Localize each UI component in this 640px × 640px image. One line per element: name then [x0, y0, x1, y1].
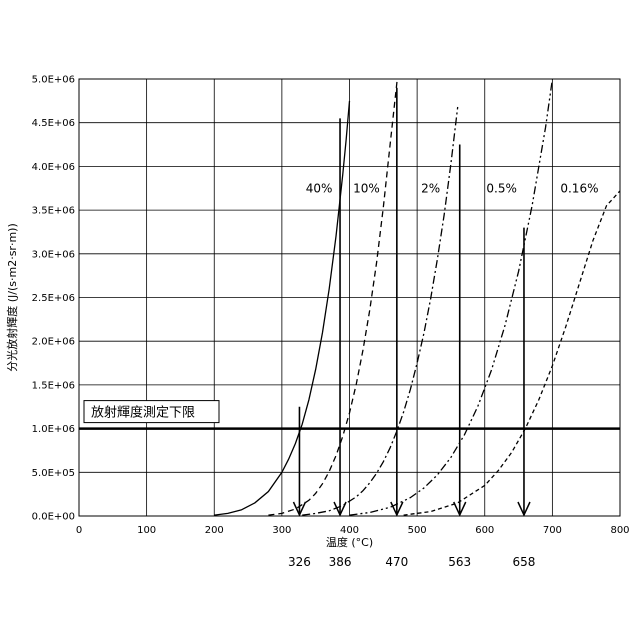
- y-tick-label: 2.5E+06: [32, 293, 75, 304]
- marker-label: 658: [513, 555, 536, 569]
- series-label: 10%: [353, 182, 380, 196]
- series-line: [268, 18, 403, 515]
- marker-label: 326: [288, 555, 311, 569]
- grid: [79, 79, 620, 516]
- x-tick-label: 800: [610, 525, 629, 536]
- x-tick-label: 0: [76, 525, 82, 536]
- y-tick-label: 5.0E+05: [32, 468, 75, 479]
- series-label: 0.16%: [560, 182, 598, 196]
- y-tick-label: 1.0E+06: [32, 424, 75, 435]
- y-tick-label: 3.5E+06: [32, 206, 75, 217]
- x-tick-label: 700: [543, 525, 562, 536]
- y-tick-label: 1.5E+06: [32, 380, 75, 391]
- x-tick-label: 200: [205, 525, 224, 536]
- y-tick-label: 4.5E+06: [32, 118, 75, 129]
- x-tick-label: 500: [408, 525, 427, 536]
- x-tick-label: 100: [137, 525, 156, 536]
- marker-label: 563: [448, 555, 471, 569]
- x-tick-label: 400: [340, 525, 359, 536]
- x-axis-title: 温度 (°C): [326, 535, 373, 549]
- y-tick-label: 4.0E+06: [32, 162, 75, 173]
- series-label: 40%: [306, 182, 333, 196]
- y-axis-title: 分光放射輝度 (J/(s·m2·sr·m)): [5, 223, 19, 372]
- marker-label: 386: [329, 555, 352, 569]
- x-tick-label: 600: [475, 525, 494, 536]
- y-tick-label: 5.0E+06: [32, 75, 75, 86]
- x-tick-label: 300: [272, 525, 291, 536]
- marker-label: 470: [385, 555, 408, 569]
- series-label: 2%: [421, 182, 440, 196]
- series-line: [404, 191, 620, 515]
- series-line: [350, 79, 553, 515]
- y-tick-label: 2.0E+06: [32, 337, 75, 348]
- y-tick-label: 3.0E+06: [32, 249, 75, 260]
- y-tick-label: 0.0E+00: [32, 512, 75, 523]
- series-label: 0.5%: [486, 182, 517, 196]
- threshold-label: 放射輝度測定下限: [91, 405, 195, 421]
